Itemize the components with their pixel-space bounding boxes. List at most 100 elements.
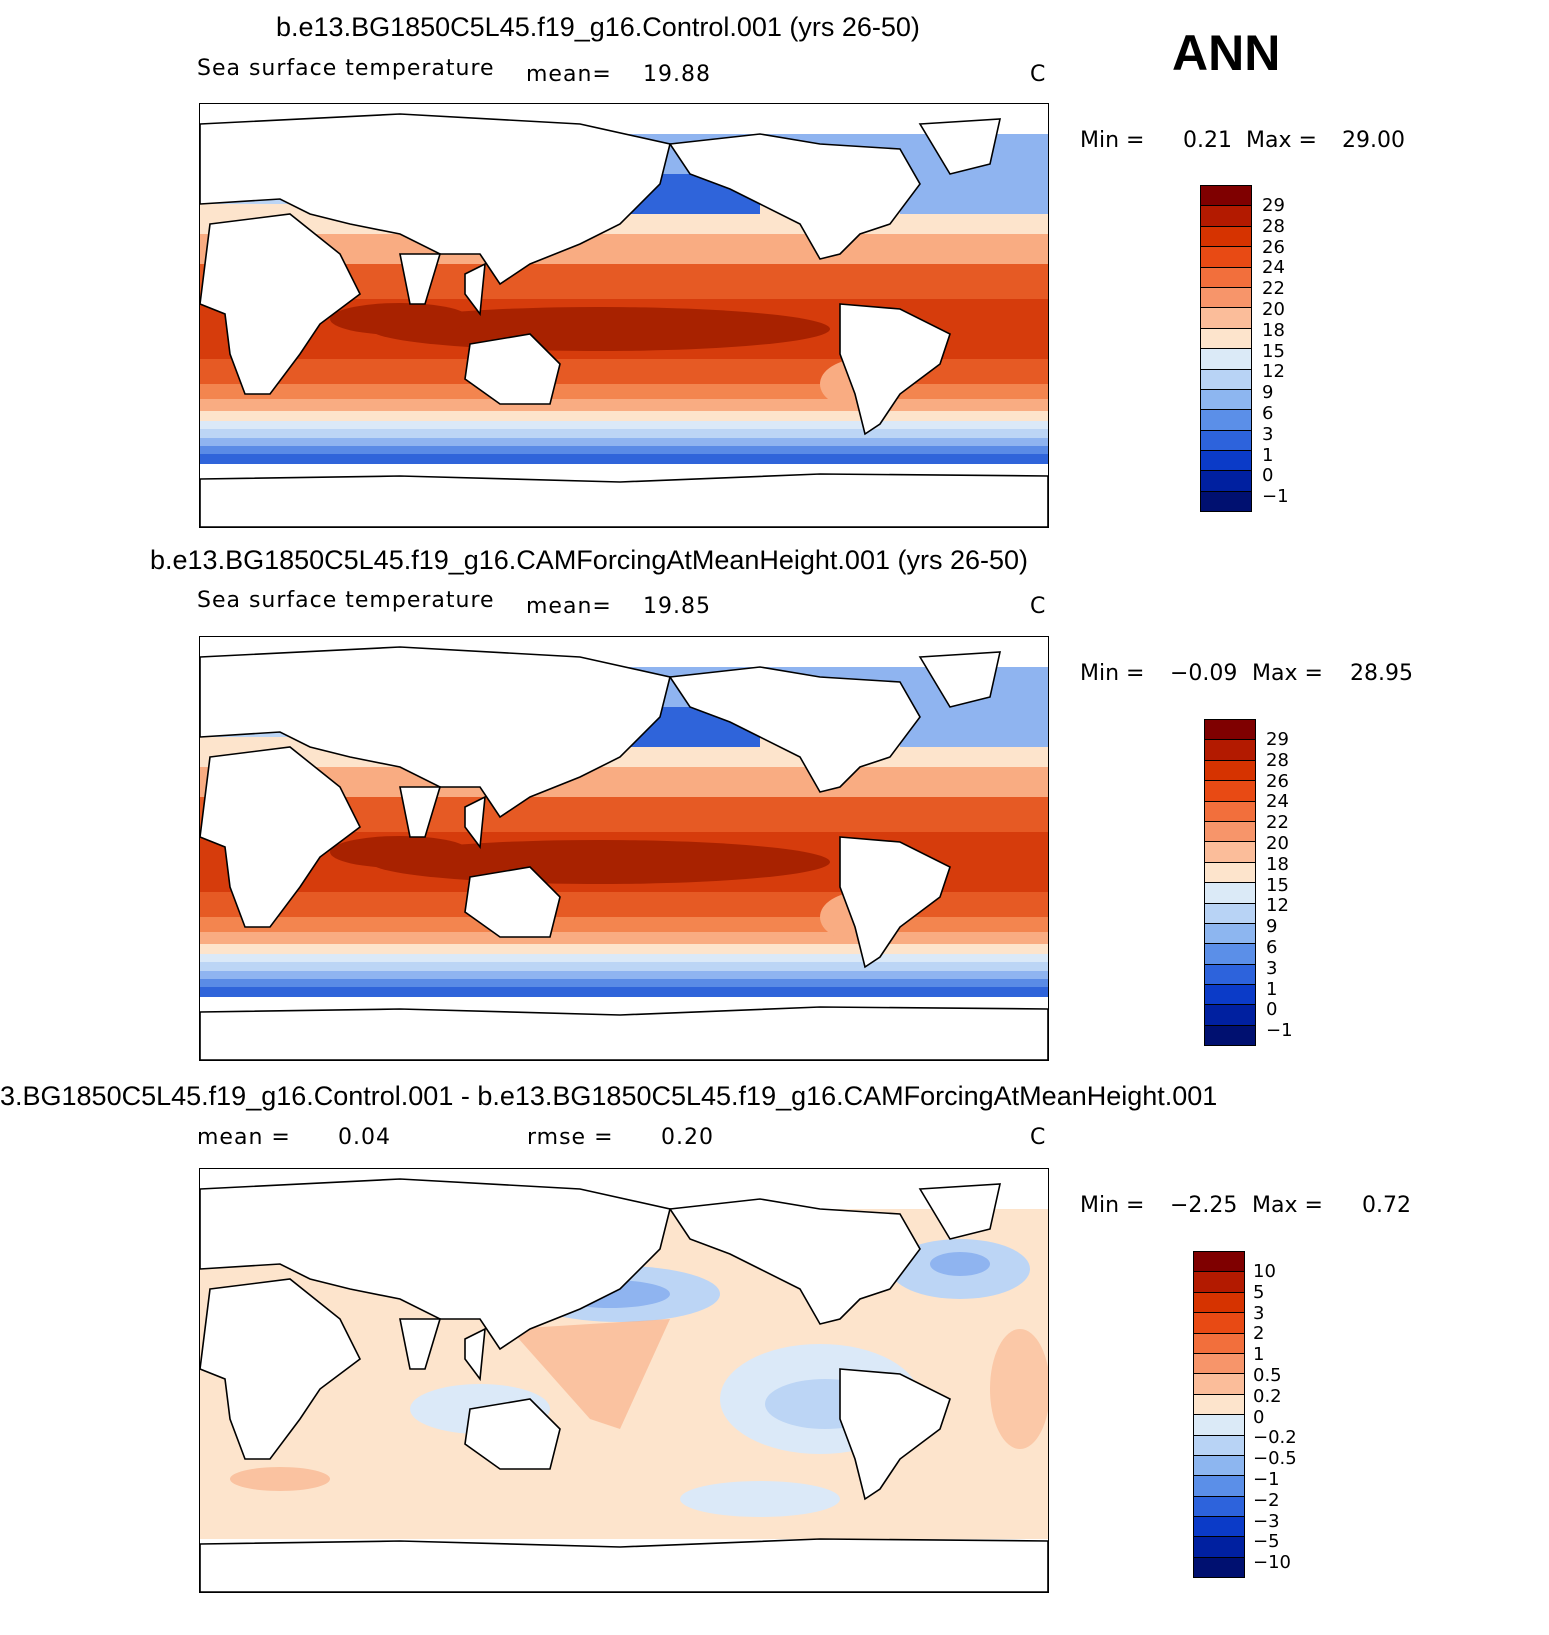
- swatch: [1205, 842, 1255, 863]
- colorbar-label: 10: [1253, 1261, 1276, 1282]
- swatch: [1194, 1252, 1244, 1273]
- panel1-max-label: Max =: [1246, 128, 1317, 153]
- panel1-min-value: 0.21: [1183, 128, 1232, 153]
- panel3-rmse-label: rmse =: [527, 1125, 614, 1150]
- colorbar-label: 22: [1266, 812, 1289, 834]
- colorbar-label: 2: [1253, 1323, 1265, 1345]
- panel3-mean-label: mean =: [197, 1125, 291, 1150]
- swatch: [1205, 1025, 1255, 1046]
- colorbar-label: −1: [1262, 486, 1289, 508]
- swatch: [1201, 491, 1251, 512]
- colorbar-label: 28: [1262, 215, 1285, 237]
- panel1-colorbar: [1200, 185, 1252, 513]
- swatch: [1201, 430, 1251, 452]
- colorbar-label: 6: [1262, 402, 1274, 424]
- colorbar-label: 24: [1266, 791, 1289, 813]
- colorbar-label: −10: [1253, 1552, 1291, 1574]
- colorbar-label: 0: [1253, 1406, 1265, 1428]
- colorbar-label: 3: [1262, 423, 1274, 445]
- swatch: [1205, 720, 1255, 741]
- swatch: [1205, 801, 1255, 822]
- swatch: [1201, 308, 1251, 329]
- colorbar-label: 0.5: [1253, 1364, 1282, 1386]
- panel2-sst-field: [200, 637, 1048, 1060]
- swatch: [1201, 186, 1251, 207]
- panel2-mean-label: mean=: [526, 594, 612, 619]
- colorbar-label: −1: [1266, 1020, 1293, 1042]
- swatch: [1194, 1272, 1244, 1293]
- panel3-min-label: Min =: [1080, 1193, 1145, 1218]
- panel2-title: b.e13.BG1850C5L45.f19_g16.CAMForcingAtMe…: [150, 545, 1029, 575]
- panel3-map: [199, 1168, 1049, 1593]
- swatch: [1201, 267, 1251, 288]
- colorbar-label: 1: [1262, 444, 1274, 466]
- panel1-mean-value: 19.88: [643, 62, 711, 87]
- colorbar-label: 5: [1253, 1281, 1265, 1303]
- swatch: [1205, 964, 1255, 986]
- colorbar-label: 0: [1262, 465, 1274, 487]
- colorbar-label: 3: [1266, 957, 1278, 979]
- colorbar-label: 12: [1262, 361, 1285, 383]
- panel3-max-label: Max =: [1252, 1193, 1323, 1218]
- panel1-variable: Sea surface temperature: [197, 56, 495, 81]
- swatch: [1205, 985, 1255, 1006]
- panel1-units: C: [1030, 62, 1047, 87]
- panel3-max-value: 0.72: [1362, 1193, 1411, 1218]
- panel2-min-label: Min =: [1080, 661, 1145, 686]
- swatch: [1201, 451, 1251, 472]
- panel1-max-value: 29.00: [1342, 128, 1405, 153]
- panel1-map: [199, 103, 1049, 528]
- colorbar-label: 26: [1262, 236, 1285, 258]
- panel3-difference-field: [200, 1169, 1048, 1592]
- swatch: [1194, 1557, 1244, 1578]
- panel3-colorbar: [1193, 1251, 1245, 1579]
- panel3-rmse-value: 0.20: [661, 1125, 714, 1150]
- swatch: [1201, 247, 1251, 268]
- panel1-min-label: Min =: [1080, 128, 1145, 153]
- colorbar-label: 0: [1266, 999, 1278, 1021]
- swatch: [1201, 349, 1251, 370]
- colorbar-label: 9: [1266, 916, 1278, 938]
- panel3-min-value: −2.25: [1170, 1193, 1238, 1218]
- swatch: [1194, 1333, 1244, 1354]
- swatch: [1201, 287, 1251, 309]
- swatch: [1194, 1374, 1244, 1395]
- swatch: [1201, 226, 1251, 248]
- colorbar-label: 26: [1266, 770, 1289, 792]
- swatch: [1194, 1455, 1244, 1477]
- panel2-min-value: −0.09: [1170, 661, 1238, 686]
- swatch: [1201, 471, 1251, 492]
- swatch: [1205, 862, 1255, 884]
- colorbar-label: −2: [1253, 1489, 1280, 1511]
- swatch: [1201, 389, 1251, 411]
- swatch: [1194, 1476, 1244, 1497]
- swatch: [1201, 206, 1251, 227]
- swatch: [1194, 1313, 1244, 1334]
- swatch: [1194, 1517, 1244, 1538]
- swatch: [1205, 883, 1255, 904]
- swatch: [1205, 781, 1255, 802]
- colorbar-label: −3: [1253, 1510, 1280, 1532]
- colorbar-label: 12: [1266, 895, 1289, 917]
- colorbar-label: 1: [1253, 1344, 1265, 1366]
- colorbar-label: 20: [1266, 832, 1289, 854]
- panel2-colorbar: [1204, 719, 1256, 1047]
- colorbar-label: −5: [1253, 1531, 1280, 1553]
- panel1-title: b.e13.BG1850C5L45.f19_g16.Control.001 (y…: [276, 12, 920, 42]
- colorbar-label: 28: [1266, 749, 1289, 771]
- swatch: [1201, 328, 1251, 350]
- panel3-colorbar-labels: 10 5 3 2 1 0.5 0.2 0 −0.2 −0.5 −1 −2 −3 …: [1253, 1261, 1297, 1574]
- panel2-colorbar-labels: 29 28 26 24 22 20 18 15 12 9 6 3 1 0 −1: [1266, 729, 1293, 1042]
- panel3-units: C: [1030, 1125, 1047, 1150]
- swatch: [1194, 1353, 1244, 1375]
- swatch: [1194, 1415, 1244, 1436]
- swatch: [1194, 1394, 1244, 1416]
- colorbar-label: 22: [1262, 278, 1285, 300]
- swatch: [1205, 1005, 1255, 1026]
- swatch: [1205, 760, 1255, 782]
- colorbar-label: 24: [1262, 257, 1285, 279]
- colorbar-label: 18: [1262, 319, 1285, 341]
- swatch: [1205, 821, 1255, 843]
- swatch: [1194, 1496, 1244, 1518]
- panel3-mean-value: 0.04: [338, 1125, 391, 1150]
